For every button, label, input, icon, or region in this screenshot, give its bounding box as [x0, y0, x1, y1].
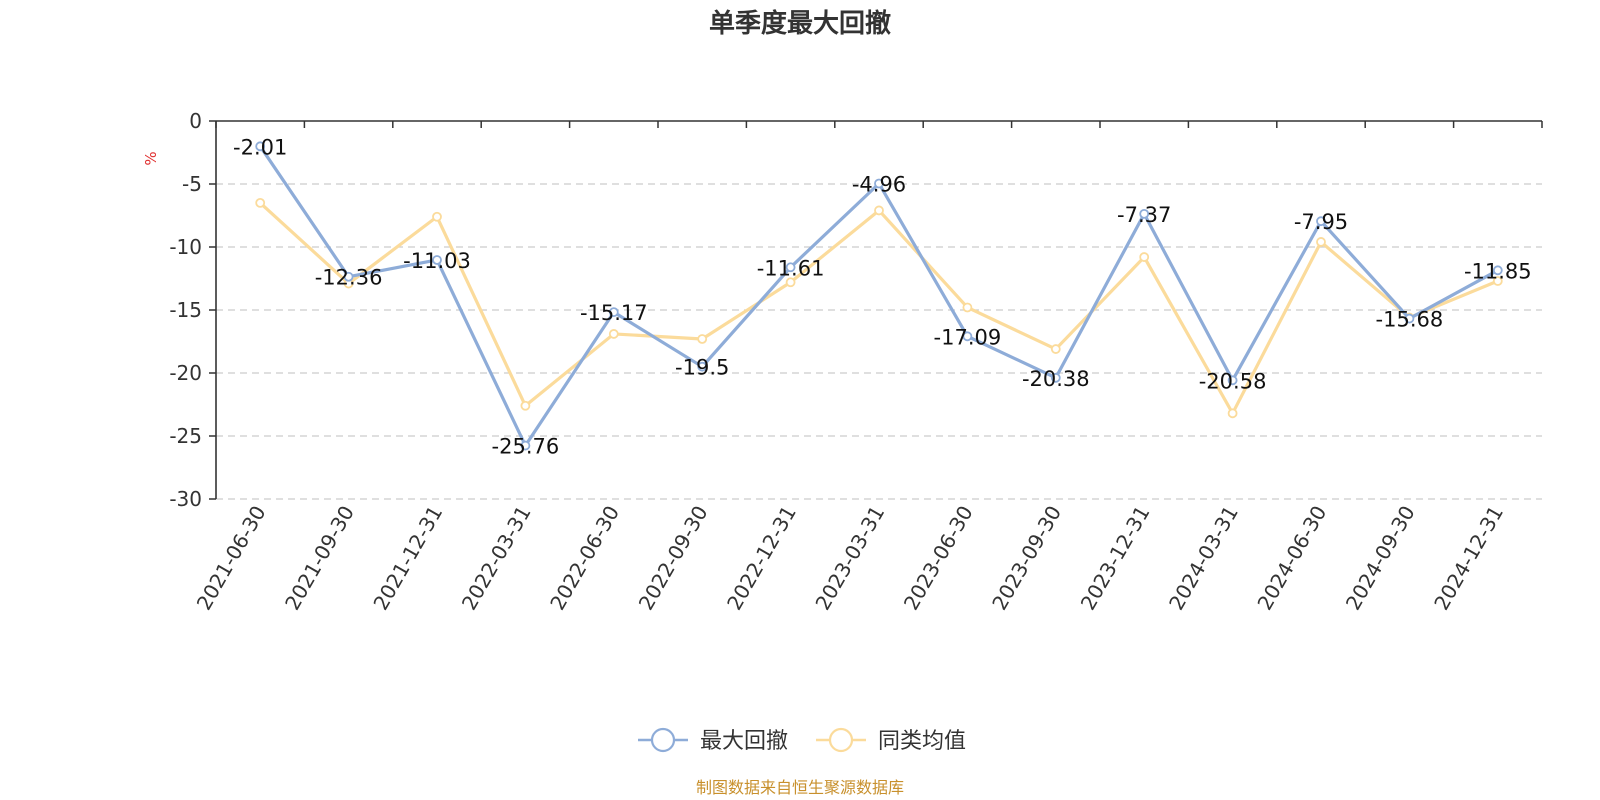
- data-labels: -2.01 -12.36 -11.03 -25.76 -15.17 -19.5 -11.61…: [233, 135, 1532, 458]
- x-tick-label: 2022-12-31: [722, 502, 801, 615]
- y-tick-label: -5: [182, 172, 202, 196]
- legend-item-0[interactable]: 最大回撤: [638, 727, 788, 754]
- y-tick-label: -30: [169, 487, 202, 511]
- data-label: -7.95: [1294, 210, 1348, 234]
- series-0-point[interactable]: [1227, 375, 1238, 386]
- y-tick-label: -25: [169, 424, 202, 448]
- legend-item-1[interactable]: 同类均值: [816, 727, 966, 754]
- legend-marker: [828, 727, 854, 753]
- x-tick-label: 2023-06-30: [899, 502, 978, 615]
- data-label: -25.76: [492, 435, 560, 459]
- data-label: -11.85: [1464, 259, 1532, 283]
- series-0-point[interactable]: [874, 178, 884, 189]
- series-0-point[interactable]: [1316, 216, 1326, 227]
- y-tick-label: -15: [169, 298, 202, 322]
- x-tick-label: 2024-12-31: [1429, 502, 1508, 615]
- grid-lines: [216, 183, 1542, 500]
- legend[interactable]: 最大回撤 同类均值: [638, 727, 966, 754]
- series-0-point[interactable]: [608, 307, 619, 318]
- series-1-point[interactable]: [962, 302, 973, 313]
- x-tick-label: 2023-12-31: [1076, 502, 1155, 615]
- x-tick-label: 2022-06-30: [545, 502, 624, 615]
- source-note: 制图数据来自恒生聚源数据库: [696, 778, 904, 797]
- series-0-point[interactable]: [1404, 313, 1415, 324]
- x-tick-label: 2023-03-31: [810, 502, 889, 615]
- series-1-point[interactable]: [1050, 344, 1061, 354]
- y-tick-label: 0: [189, 109, 202, 133]
- series-1-point[interactable]: [432, 211, 442, 222]
- x-tick-label: 2022-09-30: [634, 502, 713, 615]
- series-0-point[interactable]: [1139, 208, 1150, 219]
- x-tick-label: 2022-03-31: [457, 502, 536, 615]
- series-0-point[interactable]: [785, 262, 796, 273]
- series-1-point[interactable]: [874, 205, 884, 216]
- series-1-point[interactable]: [785, 277, 796, 288]
- x-tick-label: 2021-12-31: [368, 502, 447, 615]
- data-label: -11.03: [403, 249, 471, 273]
- data-label: -20.58: [1199, 369, 1267, 393]
- x-tick-label: 2021-09-30: [280, 502, 359, 615]
- data-label: -15.17: [580, 301, 648, 325]
- series-1-point[interactable]: [520, 400, 531, 411]
- series-1-point[interactable]: [608, 329, 619, 339]
- data-label: -20.38: [1022, 367, 1090, 391]
- data-label: -2.01: [233, 135, 287, 159]
- x-tick-label: 2024-03-31: [1164, 502, 1243, 615]
- data-label: -19.5: [675, 356, 729, 380]
- x-tick-label: 2021-06-30: [192, 502, 271, 615]
- data-label: -15.68: [1376, 308, 1444, 332]
- data-label: -4.96: [852, 172, 906, 196]
- legend-label: 同类均值: [878, 729, 966, 754]
- series-0-point[interactable]: [962, 331, 973, 342]
- y-tick-label: -10: [169, 235, 202, 259]
- series-0-point[interactable]: [432, 255, 442, 265]
- series-0-point[interactable]: [343, 271, 354, 282]
- x-tick-label: 2024-06-30: [1252, 502, 1331, 615]
- chart-title: 单季度最大回撤: [709, 8, 891, 39]
- series-1-point[interactable]: [255, 197, 266, 208]
- series-1-point[interactable]: [1492, 276, 1503, 286]
- data-label: -11.61: [757, 256, 825, 280]
- series-0-point[interactable]: [697, 361, 708, 372]
- series-1-point[interactable]: [697, 334, 708, 344]
- y-tick-label: -20: [169, 361, 202, 385]
- series-1-point[interactable]: [1227, 408, 1238, 419]
- y-unit-label: %: [142, 151, 160, 165]
- series-0-point[interactable]: [1492, 265, 1503, 276]
- series-1-point[interactable]: [1139, 252, 1150, 262]
- data-label: -7.37: [1117, 203, 1171, 227]
- series-0-point[interactable]: [520, 440, 531, 451]
- data-label: -17.09: [934, 325, 1002, 349]
- legend-marker: [650, 727, 676, 753]
- series-0-point[interactable]: [1050, 372, 1061, 383]
- legend-label: 最大回撤: [700, 729, 788, 754]
- series-1-point[interactable]: [1316, 237, 1326, 247]
- series-layer: [255, 141, 1503, 451]
- series-0-point[interactable]: [255, 141, 266, 152]
- data-label: -12.36: [315, 266, 383, 290]
- x-tick-label: 2023-09-30: [987, 502, 1066, 615]
- x-tick-label: 2024-09-30: [1341, 502, 1420, 615]
